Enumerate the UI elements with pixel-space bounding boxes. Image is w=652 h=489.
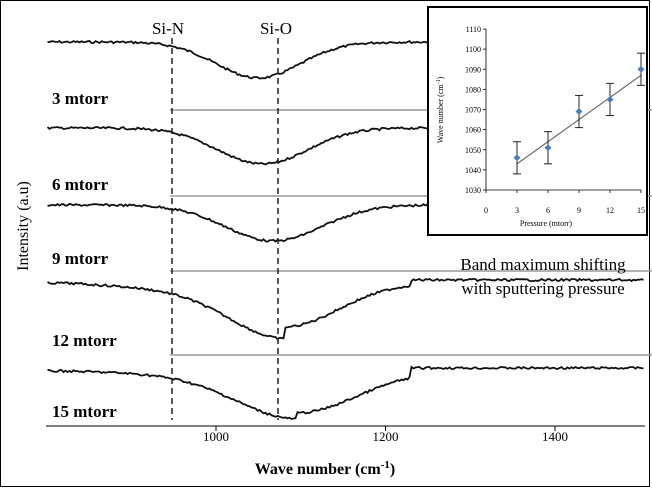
trace-label: 15 mtorr bbox=[52, 402, 117, 421]
inset-data-point bbox=[513, 154, 521, 162]
spectrum-line bbox=[47, 365, 644, 420]
band-marker-label: Si-O bbox=[260, 19, 292, 38]
inset-x-tick-label: 12 bbox=[606, 206, 614, 215]
inset-x-tick-label: 6 bbox=[546, 206, 550, 215]
inset-y-tick-label: 1090 bbox=[465, 65, 481, 74]
x-axis: 1000 1200 1400 bbox=[46, 425, 645, 444]
inset-y-tick-label: 1110 bbox=[466, 25, 481, 34]
inset-x-axis-title: Pressure (mtorr) bbox=[520, 219, 573, 228]
inset-y-axis-title: Wave number (cm-1) bbox=[436, 76, 445, 143]
inset-y-tick-label: 1040 bbox=[465, 166, 481, 175]
band-marker-label: Si-N bbox=[152, 19, 184, 38]
inset-y-tick-label: 1100 bbox=[465, 45, 481, 54]
inset-x-tick-label: 3 bbox=[515, 206, 519, 215]
inset-y-tick-label: 1050 bbox=[465, 146, 481, 155]
inset-x-tick-label: 0 bbox=[484, 206, 488, 215]
trace-label: 6 mtorr bbox=[52, 175, 109, 194]
inset-data-point bbox=[544, 144, 552, 152]
x-tick-label: 1000 bbox=[203, 429, 229, 444]
inset-data-point bbox=[575, 108, 583, 116]
inset-y-tick-label: 1030 bbox=[465, 186, 481, 195]
inset-x-tick-label: 9 bbox=[577, 206, 581, 215]
inset-frame bbox=[427, 6, 648, 236]
inset-data-point bbox=[606, 95, 614, 103]
inset-chart: 1030 1040 1050 1060 1070 1080 1090 1100 1110 0 3 6 9… bbox=[427, 6, 648, 236]
trace-labels: 3 mtorr 6 mtorr 9 mtorr 12 mtorr 15 mtorr bbox=[52, 89, 117, 421]
shift-annotation: Band maximum shifting with sputtering pr… bbox=[460, 255, 626, 298]
x-tick-label: 1200 bbox=[373, 429, 399, 444]
inset-y-tick-label: 1070 bbox=[465, 106, 481, 115]
inset-marks bbox=[513, 52, 645, 175]
inset-x-tick-label: 15 bbox=[637, 206, 645, 215]
trace-label: 3 mtorr bbox=[52, 89, 109, 108]
inset-data-point bbox=[637, 65, 645, 73]
band-markers: Si-N Si-O bbox=[152, 19, 292, 420]
inset-axes: 1030 1040 1050 1060 1070 1080 1090 1100 1110 0 3 6 9… bbox=[465, 25, 645, 215]
x-axis-title: Wave number (cm-1) bbox=[255, 459, 395, 478]
x-tick-label: 1400 bbox=[542, 429, 568, 444]
annotation-line-1: Band maximum shifting bbox=[460, 255, 626, 274]
inset-y-tick-label: 1060 bbox=[465, 126, 481, 135]
annotation-line-2: with sputtering pressure bbox=[461, 279, 624, 298]
trace-label: 12 mtorr bbox=[52, 331, 117, 350]
trace-label: 9 mtorr bbox=[52, 249, 109, 268]
y-axis-title: Intensity (a.u) bbox=[15, 181, 32, 271]
spectrum-line bbox=[47, 277, 644, 341]
inset-y-tick-label: 1080 bbox=[465, 85, 481, 94]
